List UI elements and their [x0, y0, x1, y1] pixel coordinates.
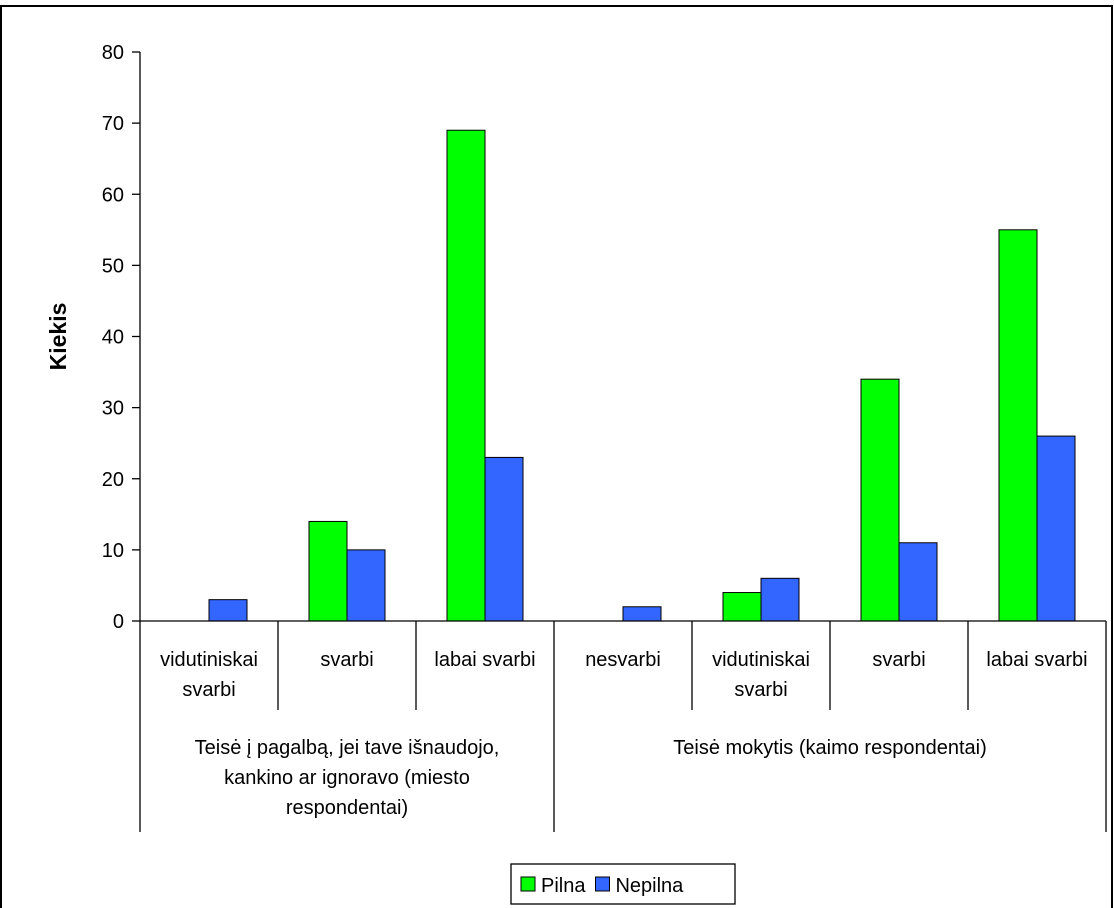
- bar-pilna-2: [446, 129, 486, 622]
- group-label: kankino ar ignoravo (miesto: [224, 767, 470, 789]
- legend-swatch-nepilna: [594, 876, 610, 892]
- category-label: svarbi: [182, 679, 235, 701]
- bar-nepilna-1: [346, 549, 386, 622]
- bar-pilna-5: [860, 378, 900, 622]
- bar-nepilna-5: [898, 542, 938, 622]
- bar-pilna-6: [998, 229, 1038, 622]
- category-label: vidutiniskai: [712, 649, 810, 671]
- category-label: labai svarbi: [434, 649, 535, 671]
- category-label: svarbi: [320, 649, 373, 671]
- category-label: labai svarbi: [986, 649, 1087, 671]
- y-axis-title: Kiekis: [45, 303, 71, 371]
- category-label: vidutiniskai: [160, 649, 258, 671]
- legend-label-pilna: Pilna: [541, 875, 586, 897]
- plot-area: 0 10 20 30 40 50 60 70 80 Kiekis vidutiniskai svarb…: [45, 42, 1107, 905]
- y-tick-label: 70: [102, 113, 124, 135]
- y-tick-label: 40: [102, 327, 124, 349]
- y-tick-label: 60: [102, 184, 124, 206]
- chart-border: [0, 5, 1113, 908]
- y-tick-label: 20: [102, 469, 124, 491]
- legend-swatch-pilna: [520, 876, 536, 892]
- bar-nepilna-6: [1036, 435, 1076, 622]
- bar-nepilna-2: [484, 456, 524, 622]
- bar-pilna-1: [308, 520, 348, 622]
- category-label: svarbi: [872, 649, 925, 671]
- group-label: respondentai): [286, 797, 408, 819]
- y-tick-label: 50: [102, 255, 124, 277]
- y-tick-label: 0: [113, 611, 124, 633]
- bar-nepilna-3: [622, 606, 662, 622]
- y-tick-label: 80: [102, 42, 124, 64]
- y-tick-label: 30: [102, 398, 124, 420]
- legend-label-nepilna: Nepilna: [615, 875, 684, 897]
- bar-pilna-4: [722, 592, 762, 622]
- bar-nepilna-0: [208, 599, 248, 622]
- group-label: Teisė į pagalbą, jei tave išnaudojo,: [195, 737, 500, 759]
- legend-box: [510, 863, 736, 905]
- category-label: svarbi: [734, 679, 787, 701]
- bar-nepilna-4: [760, 577, 800, 622]
- y-tick-label: 10: [102, 540, 124, 562]
- group-label: Teisė mokytis (kaimo respondentai): [673, 737, 986, 759]
- category-label: nesvarbi: [585, 649, 661, 671]
